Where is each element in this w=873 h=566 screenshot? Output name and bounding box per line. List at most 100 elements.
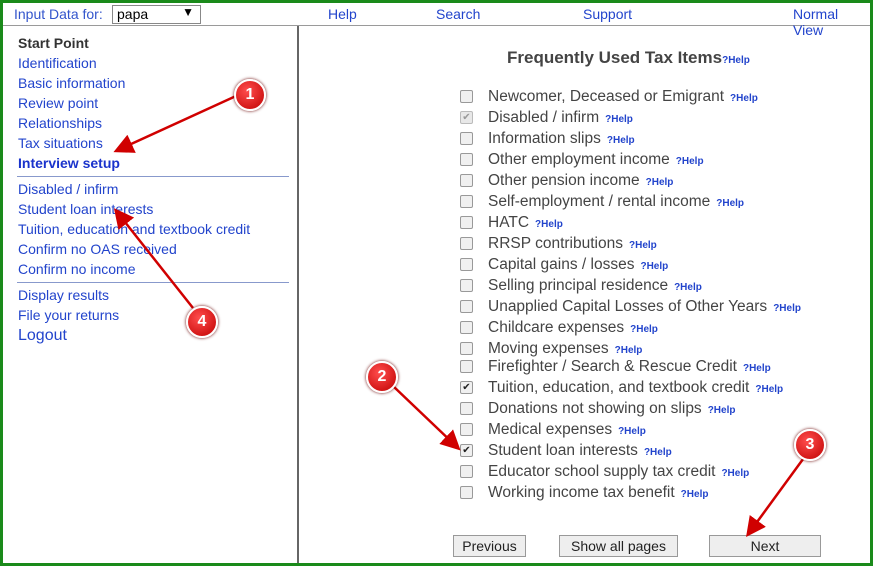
sidebar-item-review-point[interactable]: Review point bbox=[18, 95, 99, 111]
tax-item-checkbox[interactable] bbox=[460, 90, 473, 103]
title-help-link[interactable]: ?Help bbox=[722, 55, 750, 66]
tax-item-checkbox[interactable]: ✔ bbox=[460, 444, 473, 457]
tax-item-checkbox[interactable] bbox=[460, 258, 473, 271]
tax-item-label-text: RRSP contributions bbox=[488, 235, 623, 252]
tax-item-checkbox[interactable] bbox=[460, 486, 473, 499]
tax-item-checkbox[interactable] bbox=[460, 237, 473, 250]
tax-item-label-text: Selling principal residence bbox=[488, 277, 669, 294]
annotation-badge: 4 bbox=[186, 306, 218, 338]
page-title-text: Frequently Used Tax Items bbox=[507, 48, 723, 67]
chevron-down-icon: ▼ bbox=[182, 5, 194, 19]
tax-item-checkbox[interactable] bbox=[460, 153, 473, 166]
tax-item-label-text: Newcomer, Deceased or Emigrant bbox=[488, 88, 725, 105]
tax-item-label: RRSP contributions ?Help bbox=[488, 235, 657, 253]
tax-item-help-link[interactable]: ?Help bbox=[742, 363, 771, 374]
tax-item-label-text: Tuition, education, and textbook credit bbox=[488, 379, 750, 396]
tax-item-checkbox[interactable] bbox=[460, 465, 473, 478]
tax-item-help-link[interactable]: ?Help bbox=[618, 426, 646, 437]
tax-item-help-link[interactable]: ?Help bbox=[640, 261, 669, 272]
sidebar-item-file-returns[interactable]: File your returns bbox=[18, 307, 120, 323]
tax-item-checkbox[interactable] bbox=[460, 360, 473, 373]
tax-item-help-link[interactable]: ?Help bbox=[643, 447, 672, 458]
sidebar-item-confirm-no-oas[interactable]: Confirm no OAS received bbox=[18, 241, 177, 257]
nav-search-link[interactable]: Search bbox=[436, 6, 481, 22]
sidebar-header: Start Point bbox=[18, 35, 89, 51]
tax-item-help-link[interactable]: ?Help bbox=[730, 93, 758, 104]
tax-item-checkbox[interactable] bbox=[460, 174, 473, 187]
tax-item-label-text: Other employment income bbox=[488, 151, 670, 168]
tax-item-label: Donations not showing on slips ?Help bbox=[488, 400, 735, 418]
page-title: Frequently Used Tax Items?Help bbox=[507, 48, 750, 68]
tax-item-label: Medical expenses ?Help bbox=[488, 421, 646, 439]
tax-item-help-link[interactable]: ?Help bbox=[605, 114, 633, 125]
logout-link[interactable]: Logout bbox=[18, 327, 67, 344]
tax-item-checkbox[interactable] bbox=[460, 195, 473, 208]
tax-item-checkbox[interactable] bbox=[460, 300, 473, 313]
tax-item-label: HATC ?Help bbox=[488, 214, 563, 232]
nav-support-link[interactable]: Support bbox=[583, 6, 633, 22]
tax-item-label-text: Other pension income bbox=[488, 172, 640, 189]
tax-item-label-text: Working income tax benefit bbox=[488, 484, 675, 501]
tax-item-label-text: Donations not showing on slips bbox=[488, 400, 702, 417]
tax-item-checkbox[interactable] bbox=[460, 402, 473, 415]
tax-item-label: Student loan interests ?Help bbox=[488, 442, 672, 460]
sidebar-item-basic-information[interactable]: Basic information bbox=[18, 75, 126, 91]
annotation-arrow bbox=[392, 385, 461, 451]
previous-button[interactable]: Previous bbox=[453, 535, 526, 557]
annotation-badge: 3 bbox=[794, 429, 826, 461]
show-all-pages-button[interactable]: Show all pages bbox=[559, 535, 678, 557]
tax-item-checkbox[interactable] bbox=[460, 321, 473, 334]
sidebar-item-disabled-infirm[interactable]: Disabled / infirm bbox=[18, 181, 119, 197]
nav-normal-view-link[interactable]: Normal View bbox=[793, 6, 839, 38]
tax-item-help-link[interactable]: ?Help bbox=[773, 303, 801, 314]
tax-item-label-text: Information slips bbox=[488, 130, 601, 147]
annotation-badge: 2 bbox=[366, 361, 398, 393]
tax-item-label: Other pension income ?Help bbox=[488, 172, 673, 190]
tax-item-help-link[interactable]: ?Help bbox=[675, 156, 704, 167]
sidebar-item-identification[interactable]: Identification bbox=[18, 55, 97, 71]
tax-item-label-text: Disabled / infirm bbox=[488, 109, 600, 126]
tax-item-help-link[interactable]: ?Help bbox=[630, 324, 658, 335]
tax-item-label-text: Capital gains / losses bbox=[488, 256, 635, 273]
tax-item-label-text: Childcare expenses bbox=[488, 319, 625, 336]
tax-item-checkbox[interactable] bbox=[460, 279, 473, 292]
tax-item-help-link[interactable]: ?Help bbox=[680, 489, 709, 500]
tax-item-checkbox[interactable] bbox=[460, 216, 473, 229]
input-data-select[interactable]: papa ▼ bbox=[112, 5, 201, 24]
tax-item-label-text: Self-employment / rental income bbox=[488, 193, 711, 210]
tax-item-label: Newcomer, Deceased or Emigrant ?Help bbox=[488, 88, 758, 106]
sidebar-item-confirm-no-income[interactable]: Confirm no income bbox=[18, 261, 136, 277]
tax-item-label-text: Medical expenses bbox=[488, 421, 613, 438]
tax-item-help-link[interactable]: ?Help bbox=[755, 384, 784, 395]
tax-item-label-text: Student loan interests bbox=[488, 442, 638, 459]
tax-item-checkbox[interactable] bbox=[460, 342, 473, 355]
annotation-badge: 1 bbox=[234, 79, 266, 111]
tax-item-help-link[interactable]: ?Help bbox=[721, 468, 750, 479]
nav-help-link[interactable]: Help bbox=[328, 6, 357, 22]
tax-item-help-link[interactable]: ?Help bbox=[645, 177, 674, 188]
tax-item-help-link[interactable]: ?Help bbox=[614, 345, 643, 356]
tax-item-label: Disabled / infirm ?Help bbox=[488, 109, 633, 127]
tax-item-help-link[interactable]: ?Help bbox=[535, 219, 563, 230]
tax-item-label: Self-employment / rental income ?Help bbox=[488, 193, 744, 211]
tax-item-label: Educator school supply tax credit ?Help bbox=[488, 463, 749, 481]
tax-item-checkbox[interactable] bbox=[460, 132, 473, 145]
tax-item-help-link[interactable]: ?Help bbox=[707, 405, 736, 416]
tax-item-help-link[interactable]: ?Help bbox=[674, 282, 702, 293]
tax-item-label-text: Moving expenses bbox=[488, 340, 609, 357]
sidebar: Start Point Identification Basic informa… bbox=[3, 26, 299, 563]
tax-item-checkbox[interactable]: ✔ bbox=[460, 381, 473, 394]
sidebar-item-tax-situations[interactable]: Tax situations bbox=[18, 135, 103, 151]
tax-item-label: Unapplied Capital Losses of Other Years?… bbox=[488, 298, 801, 316]
sidebar-item-display-results[interactable]: Display results bbox=[18, 287, 110, 303]
tax-item-label: Other employment income ?Help bbox=[488, 151, 704, 169]
tax-item-label: Moving expenses ?Help bbox=[488, 340, 642, 358]
tax-item-label: Information slips ?Help bbox=[488, 130, 635, 148]
input-data-label: Input Data for: bbox=[14, 6, 103, 22]
tax-item-help-link[interactable]: ?Help bbox=[716, 198, 745, 209]
tax-item-help-link[interactable]: ?Help bbox=[606, 135, 635, 146]
sidebar-item-interview-setup[interactable]: Interview setup bbox=[18, 155, 120, 171]
sidebar-item-relationships[interactable]: Relationships bbox=[18, 115, 103, 131]
tax-item-help-link[interactable]: ?Help bbox=[628, 240, 657, 251]
